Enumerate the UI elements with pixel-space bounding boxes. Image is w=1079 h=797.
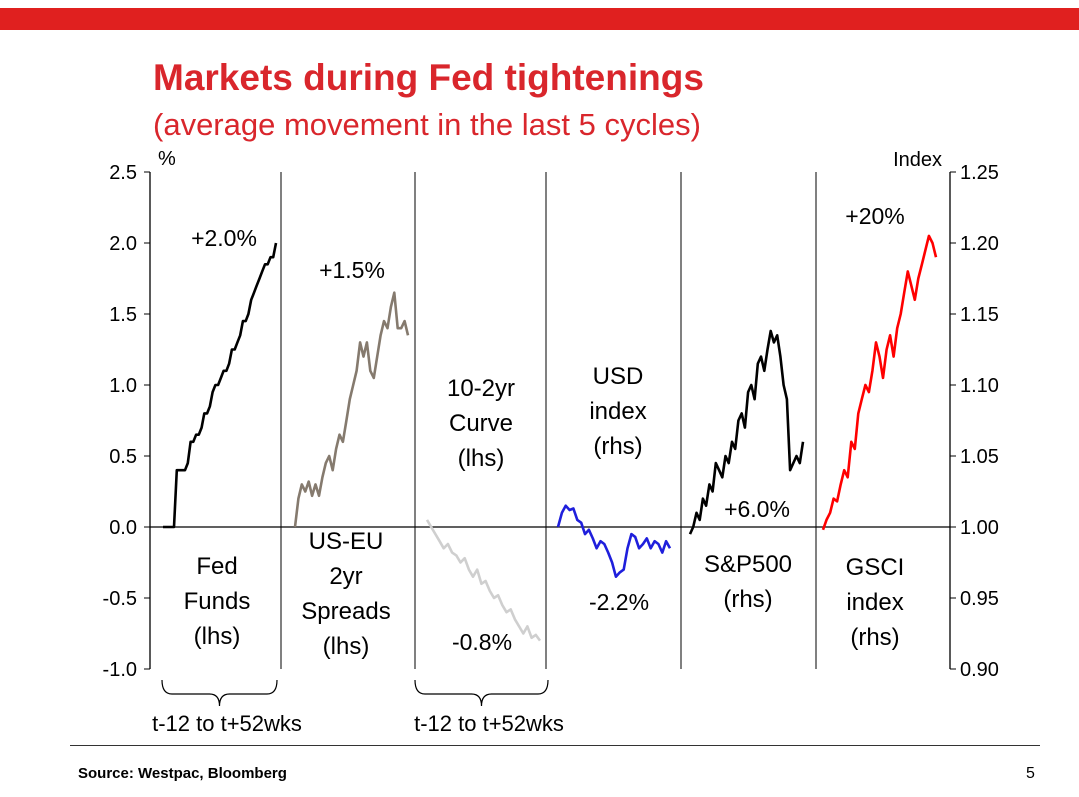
change-label-sp: +6.0% — [724, 496, 790, 522]
left-axis-unit: % — [158, 148, 176, 170]
series-name-spread: Spreads — [301, 598, 390, 625]
series-name-spread: 2yr — [329, 563, 362, 590]
series-line-usd — [556, 504, 672, 579]
period-label-2: t-12 to t+52wks — [414, 711, 564, 736]
series-name-curve: (lhs) — [458, 445, 505, 472]
change-label-gsci: +20% — [845, 203, 904, 229]
left-tick-label: 2.0 — [109, 233, 137, 255]
right-tick-label: 1.00 — [960, 517, 999, 539]
series-name-curve: 10-2yr — [447, 375, 515, 402]
right-tick-label: 1.05 — [960, 446, 999, 468]
right-tick-label: 1.25 — [960, 162, 999, 184]
right-axis-unit: Index — [893, 149, 942, 171]
series-line-gsci — [821, 234, 938, 531]
series-name-spread: US-EU — [309, 528, 384, 555]
page-subtitle: (average movement in the last 5 cycles) — [153, 107, 701, 142]
series-name-spread: (lhs) — [323, 633, 370, 660]
series-name-gsci: (rhs) — [850, 624, 899, 651]
markets-chart: 2.5 2.0 1.5 1.0 0.5 0.0 -0.5 -1.0 1.25 1.20 1.15 1.… — [103, 148, 999, 736]
series-line-sp — [688, 329, 805, 535]
footer-divider — [70, 745, 1040, 746]
change-label-fed: +2.0% — [191, 225, 257, 251]
series-name-fed: Fed — [196, 553, 237, 580]
right-tick-label: 1.15 — [960, 304, 999, 326]
series-line-spread — [293, 291, 410, 528]
series-name-usd: USD — [593, 363, 644, 390]
period-brace-1 — [161, 679, 278, 707]
left-tick-label: 0.0 — [109, 517, 137, 539]
period-label-1: t-12 to t+52wks — [152, 711, 302, 736]
change-label-usd: -2.2% — [589, 589, 649, 615]
page-title: Markets during Fed tightenings — [153, 57, 704, 98]
top-accent-bar — [0, 8, 1079, 30]
right-tick-label: 1.20 — [960, 233, 999, 255]
left-tick-label: 1.5 — [109, 304, 137, 326]
series-name-gsci: GSCI — [846, 554, 905, 581]
series-name-usd: (rhs) — [593, 433, 642, 460]
left-tick-label: -0.5 — [103, 588, 137, 610]
left-tick-label: 2.5 — [109, 162, 137, 184]
source-note: Source: Westpac, Bloomberg — [78, 765, 287, 782]
series-line-curve — [425, 519, 542, 642]
series-name-usd: index — [589, 398, 646, 425]
page-number: 5 — [1026, 765, 1035, 782]
change-label-curve: -0.8% — [452, 629, 512, 655]
left-tick-label: 1.0 — [109, 375, 137, 397]
right-tick-label: 1.10 — [960, 375, 999, 397]
right-tick-label: 0.90 — [960, 659, 999, 681]
period-brace-2 — [414, 679, 549, 707]
left-tick-label: 0.5 — [109, 446, 137, 468]
left-tick-label: -1.0 — [103, 659, 137, 681]
series-name-fed: Funds — [184, 588, 251, 615]
series-line-fed — [163, 242, 278, 529]
series-name-gsci: index — [846, 589, 903, 616]
series-name-curve: Curve — [449, 410, 513, 437]
series-name-sp: (rhs) — [723, 586, 772, 613]
series-name-sp: S&P500 — [704, 551, 792, 578]
change-label-spread: +1.5% — [319, 257, 385, 283]
series-name-fed: (lhs) — [194, 623, 241, 650]
right-tick-label: 0.95 — [960, 588, 999, 610]
